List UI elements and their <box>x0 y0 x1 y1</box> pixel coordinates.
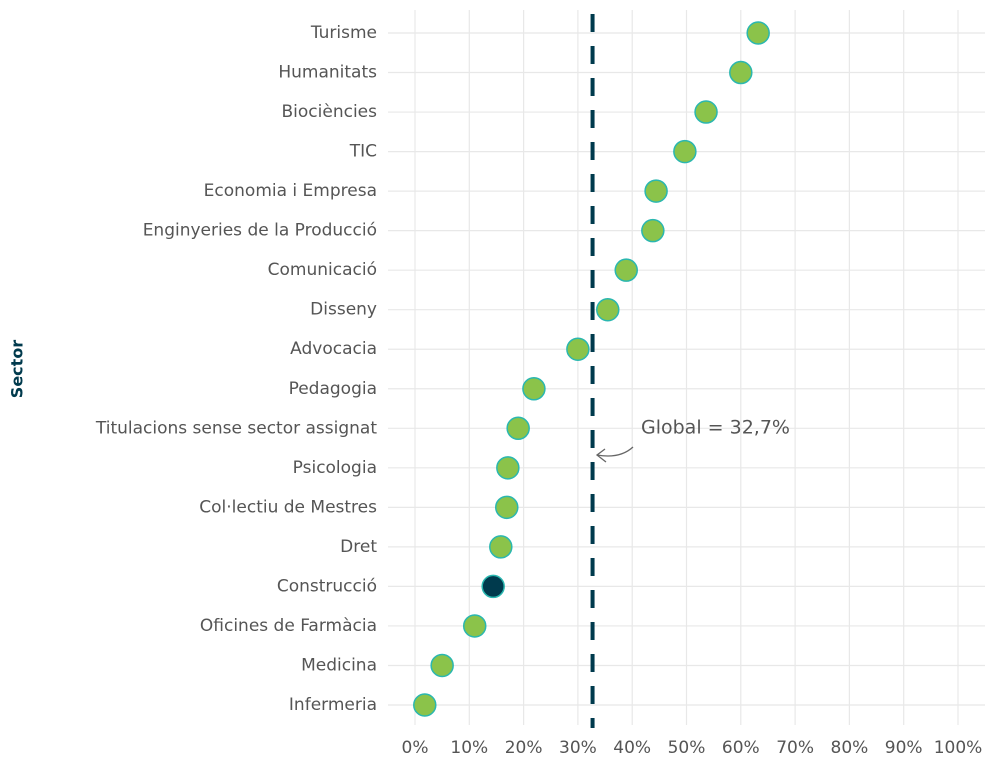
x-tick-label: 90% <box>885 738 923 758</box>
annotation-arrow <box>595 446 634 463</box>
y-tick-label: Col·lectiu de Mestres <box>199 497 377 517</box>
dot <box>729 60 753 85</box>
y-tick-label: TIC <box>349 142 377 162</box>
y-axis-label: Sector <box>8 340 27 399</box>
dot <box>644 179 668 203</box>
dot <box>506 416 530 441</box>
x-tick-label: 30% <box>559 738 597 758</box>
x-tick-label: 80% <box>831 738 869 758</box>
dot <box>489 535 513 559</box>
dot <box>481 574 505 599</box>
dot <box>694 100 718 124</box>
y-tick-label: Turisme <box>310 23 377 43</box>
dot <box>673 139 697 164</box>
y-tick-label: Economia i Empresa <box>204 181 377 201</box>
y-tick-label: Pedagogia <box>289 379 377 399</box>
dot <box>495 495 519 520</box>
x-tick-label: 60% <box>722 738 760 758</box>
y-tick-label: Oficines de Farmàcia <box>200 616 377 636</box>
x-tick-label: 70% <box>776 738 814 758</box>
x-tick-label: 0% <box>402 738 429 758</box>
dot <box>462 614 487 638</box>
dot <box>641 218 665 243</box>
y-tick-label: Advocacia <box>290 339 377 359</box>
y-tick-label: Biociències <box>282 102 378 122</box>
x-tick-label: 100% <box>934 738 983 758</box>
y-tick-label: Dret <box>340 537 377 557</box>
x-tick-label: 10% <box>450 738 488 758</box>
dot <box>746 21 770 45</box>
dot <box>413 693 437 717</box>
dot <box>496 456 520 480</box>
y-tick-label: Infermeria <box>289 695 377 715</box>
x-tick-label: 20% <box>505 738 543 758</box>
dot <box>522 377 546 401</box>
y-tick-label: Humanitats <box>278 63 377 83</box>
dot <box>614 258 638 282</box>
y-tick-label: Medicina <box>301 655 377 675</box>
y-tick-label: Psicologia <box>293 458 377 478</box>
dot <box>566 337 590 361</box>
x-tick-label: 50% <box>668 738 706 758</box>
y-tick-label: Enginyeries de la Producció <box>143 221 377 241</box>
y-tick-label: Construcció <box>277 576 377 596</box>
x-tick-label: 40% <box>613 738 651 758</box>
y-tick-label: Disseny <box>310 300 377 320</box>
dot <box>430 653 454 678</box>
y-tick-label: Titulacions sense sector assignat <box>95 418 377 438</box>
y-tick-label: Comunicació <box>268 260 377 280</box>
annotation: Global = 32,7% <box>641 417 790 439</box>
dot <box>596 297 620 322</box>
